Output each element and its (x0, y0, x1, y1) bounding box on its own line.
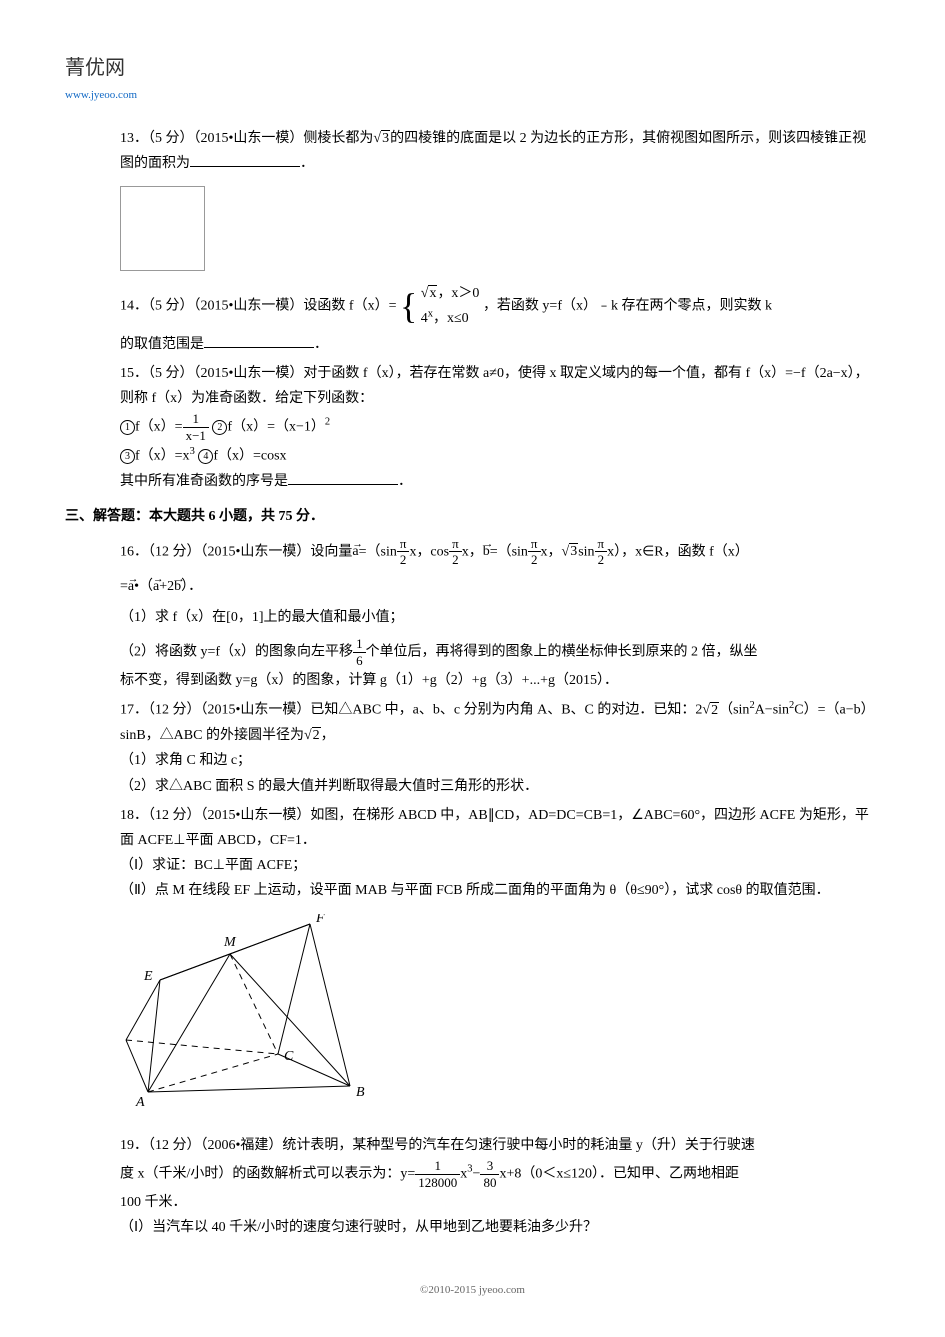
svg-text:C: C (284, 1049, 294, 1064)
circled-1: 1 (120, 420, 135, 435)
content-area: 13．（5 分）（2015•山东一模）侧棱长都为√3的四棱锥的底面是以 2 为边… (65, 126, 880, 1241)
site-name: 菁优网 (65, 50, 880, 86)
q15-blank (288, 471, 398, 485)
vec-b: b (483, 544, 490, 559)
circled-3: 3 (120, 449, 135, 464)
sqrt-3-q16: √3 (562, 543, 579, 559)
q18-part1: （Ⅰ）求证：BC⊥平面 ACFE； (120, 853, 880, 878)
svg-text:E: E (143, 969, 153, 984)
q16-part2: （2）将函数 y=f（x）的图象向左平移16个单位后，再将得到的图象上的横坐标伸… (120, 636, 880, 668)
q13-text-1: 13．（5 分）（2015•山东一模）侧棱长都为 (120, 131, 373, 146)
sqrt-x: √x (421, 285, 438, 301)
q17-line1: 17．（12 分）（2015•山东一模）已知△ABC 中，a、b、c 分别为内角… (120, 697, 880, 748)
svg-text:A: A (135, 1095, 145, 1110)
frac-pi-2-d: π2 (595, 536, 608, 568)
q18-line1: 18．（12 分）（2015•山东一模）如图，在梯形 ABCD 中，AB∥CD，… (120, 803, 880, 853)
frac-1-6: 16 (353, 636, 366, 668)
frac-pi-2-c: π2 (528, 536, 541, 568)
svg-text:B: B (356, 1085, 365, 1100)
question-16: 16．（12 分）（2015•山东一模）设向量a=（sinπ2x，cosπ2x，… (120, 536, 880, 694)
piece-1: √x，x＞0 (421, 285, 480, 301)
q15-line1: 15．（5 分）（2015•山东一模）对于函数 f（x），若存在常数 a≠0，使… (120, 361, 880, 411)
geometry-diagram: ABCDEFM (120, 914, 380, 1114)
frac-1-over-x-1: 1x−1 (183, 411, 209, 443)
q14-mid: ，若函数 y=f（x）﹣k 存在两个零点，则实数 k (483, 299, 772, 314)
frac-pi-2-a: π2 (397, 536, 410, 568)
question-17: 17．（12 分）（2015•山东一模）已知△ABC 中，a、b、c 分别为内角… (120, 697, 880, 798)
q19-line2: 度 x（千米/小时）的函数解析式可以表示为：y=1128000x3−380x+8… (120, 1158, 880, 1190)
question-14: 14．（5 分）（2015•山东一模）设函数 f（x）= { √x，x＞0 4x… (120, 281, 880, 357)
q16-part2c: 标不变，得到函数 y=g（x）的图象，计算 g（1）+g（2）+g（3）+...… (120, 668, 880, 693)
q17-part2: （2）求△ABC 面积 S 的最大值并判断取得最大值时三角形的形状． (120, 774, 880, 799)
q16-part1: （1）求 f（x）在[0，1]上的最大值和最小值； (120, 605, 880, 630)
q15-options-34: 3f（x）=x3 4f（x）=cosx (120, 443, 880, 469)
page-footer: ©2010-2015 jyeoo.com (65, 1281, 880, 1301)
q18-part2: （Ⅱ）点 M 在线段 EF 上运动，设平面 MAB 与平面 FCB 所成二面角的… (120, 878, 880, 903)
q14-blank (204, 334, 314, 348)
page-header: 菁优网 www.jyeoo.com (65, 50, 880, 106)
q16-line1: 16．（12 分）（2015•山东一模）设向量a=（sinπ2x，cosπ2x，… (120, 536, 880, 568)
question-19: 19．（12 分）（2006•福建）统计表明，某种型号的汽车在匀速行驶中每小时的… (120, 1133, 880, 1241)
svg-text:F: F (315, 914, 325, 926)
q18-figure: ABCDEFM (120, 914, 880, 1123)
left-brace: { (400, 292, 417, 321)
question-13: 13．（5 分）（2015•山东一模）侧棱长都为√3的四棱锥的底面是以 2 为边… (120, 126, 880, 271)
q17-part1: （1）求角 C 和边 c； (120, 748, 880, 773)
svg-text:M: M (223, 935, 237, 950)
circled-4: 4 (198, 449, 213, 464)
q13-figure-placeholder (120, 186, 205, 271)
vec-a-3: a (153, 579, 159, 594)
vec-a: a (352, 544, 358, 559)
piecewise-body: √x，x＞0 4x，x≤0 (421, 281, 480, 331)
q14-prefix: 14．（5 分）（2015•山东一模）设函数 f（x）= (120, 299, 396, 314)
q19-line1: 19．（12 分）（2006•福建）统计表明，某种型号的汽车在匀速行驶中每小时的… (120, 1133, 880, 1158)
frac-1-128000: 1128000 (415, 1158, 460, 1190)
q19-part1: （Ⅰ）当汽车以 40 千米/小时的速度匀速行驶时，从甲地到乙地要耗油多少升？ (120, 1215, 880, 1240)
frac-pi-2-b: π2 (449, 536, 462, 568)
site-url: www.jyeoo.com (65, 86, 880, 106)
vec-b-2: b (174, 579, 181, 594)
q14-line2: 的取值范围是． (120, 332, 880, 357)
sqrt-3: √3 (373, 130, 390, 146)
q13-period: ． (300, 156, 314, 171)
question-18: 18．（12 分）（2015•山东一模）如图，在梯形 ABCD 中，AB∥CD，… (120, 803, 880, 1123)
frac-3-80: 380 (480, 1158, 499, 1190)
q15-options-12: 1f（x）=1x−1 2f（x）=（x−1）2 (120, 411, 880, 443)
circled-2: 2 (212, 420, 227, 435)
q19-line3: 100 千米． (120, 1190, 880, 1215)
section-3-header: 三、解答题：本大题共 6 小题，共 75 分． (65, 504, 880, 529)
piece-2: 4x，x≤0 (421, 311, 469, 326)
piecewise-function: { √x，x＞0 4x，x≤0 (400, 281, 479, 331)
q13-blank (190, 153, 300, 167)
q16-line2: =a•（a+2b）． (120, 574, 880, 599)
sqrt-2-a: √2 (702, 702, 719, 718)
vec-a-2: a (128, 579, 134, 594)
question-15: 15．（5 分）（2015•山东一模）对于函数 f（x），若存在常数 a≠0，使… (120, 361, 880, 495)
q15-line4: 其中所有准奇函数的序号是． (120, 469, 880, 494)
sqrt-2-b: √2 (304, 727, 321, 743)
